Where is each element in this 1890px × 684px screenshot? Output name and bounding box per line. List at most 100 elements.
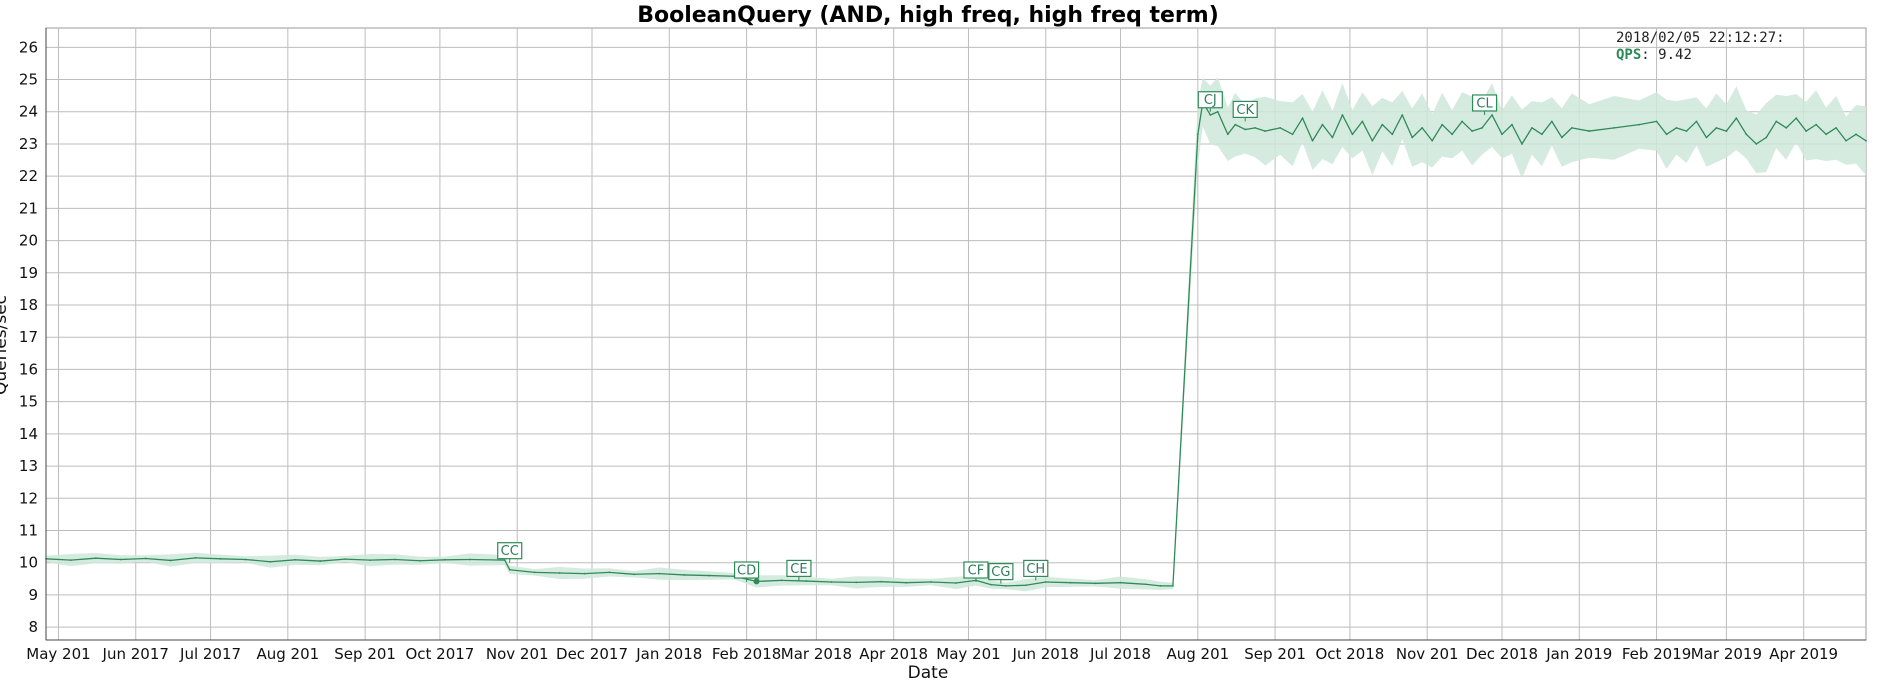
series-line-segment	[1551, 121, 1563, 138]
series-line-segment	[1531, 127, 1543, 135]
y-tick-label: 10	[19, 554, 38, 572]
legend-timestamp: 2018/02/05 22:12:27:	[1616, 30, 1785, 46]
series-line-segment	[1705, 127, 1717, 138]
series-point	[1004, 584, 1007, 587]
series-line-segment	[931, 581, 957, 584]
series-line-segment	[1411, 127, 1423, 138]
series-point	[1044, 581, 1047, 583]
series-line-segment	[684, 574, 710, 577]
series-point	[855, 581, 858, 584]
x-tick-label: Jun 2017	[102, 645, 169, 663]
annotation-box	[497, 542, 523, 560]
legend-separator: :	[1641, 47, 1659, 63]
series-line-segment	[1845, 133, 1857, 142]
series-line-segment	[1025, 581, 1046, 586]
series-point	[1471, 130, 1473, 132]
series-line-segment	[634, 572, 660, 575]
series-line-segment	[1321, 124, 1333, 138]
x-tick-label: Aug 201	[1166, 645, 1229, 663]
series-point	[608, 571, 611, 574]
series-point	[1785, 126, 1788, 129]
series-line-segment	[1265, 127, 1281, 132]
series-line-segment	[1120, 582, 1146, 585]
series-line-segment	[1461, 120, 1473, 132]
x-tick-label: Jan 2019	[1545, 645, 1612, 663]
series-point	[1226, 133, 1229, 136]
y-axis-label: Queries/sec	[0, 295, 11, 395]
series-point	[558, 572, 561, 574]
series-point	[1172, 584, 1174, 587]
series-line-segment	[1371, 124, 1383, 142]
series-line-segment	[1301, 117, 1314, 141]
series-line-segment	[975, 579, 992, 586]
annotation-flag: CK	[1232, 100, 1258, 122]
y-tick-label: 8	[28, 618, 38, 636]
series-point	[1795, 117, 1798, 120]
annotation-flag: CJ	[1197, 91, 1223, 112]
y-tick-label: 13	[19, 457, 38, 475]
series-point	[1715, 126, 1718, 129]
series-line-segment	[245, 558, 271, 563]
series-line-segment	[881, 581, 907, 584]
series-line-segment	[1589, 127, 1615, 132]
annotation-flag: CG	[988, 563, 1014, 584]
annotation-label: CJ	[1204, 93, 1217, 108]
series-point	[1491, 114, 1493, 116]
y-axis-ticks: 8 9 10 11 12 13 14 15 16 17 18 19 20 21 22 23 24 25 26	[19, 38, 38, 636]
annotation-label: CF	[968, 564, 985, 579]
series-line-segment	[1421, 127, 1433, 142]
series-line-segment	[955, 579, 977, 584]
x-axis-ticks: May 201 Jun 2017 Jul 2017 Aug 201 Sep 201 Oct…	[26, 645, 1838, 663]
series-lines	[45, 101, 1867, 587]
series-point	[1855, 133, 1857, 136]
series-point	[1421, 126, 1424, 129]
series-point	[1835, 126, 1837, 129]
series-point	[805, 580, 808, 582]
series-point	[244, 558, 247, 561]
x-tick-label: Nov 201	[486, 645, 549, 663]
series-point	[1411, 136, 1414, 139]
y-tick-label: 17	[19, 328, 38, 346]
series-line-segment	[1765, 121, 1777, 138]
annotation-box	[1471, 94, 1498, 112]
series-point	[905, 581, 908, 584]
annotation-flag: CC	[497, 542, 523, 563]
y-tick-label: 22	[19, 167, 38, 185]
series-line-segment	[1481, 114, 1493, 129]
series-point	[1755, 143, 1758, 145]
y-tick-label: 15	[19, 393, 38, 411]
series-line-segment	[1656, 121, 1668, 135]
series-point	[419, 559, 421, 562]
series-point	[708, 574, 711, 577]
series-point	[194, 556, 197, 559]
series-line-segment	[659, 572, 685, 576]
series-point	[444, 558, 446, 561]
annotation-label: CH	[1026, 562, 1045, 577]
series-point	[1695, 120, 1698, 123]
series-point	[1765, 136, 1768, 139]
x-tick-label: Feb 2019	[1622, 645, 1692, 663]
series-line-segment	[295, 559, 321, 562]
series-line-segment	[1614, 123, 1640, 129]
series-point	[780, 579, 783, 582]
annotation-box	[963, 561, 989, 579]
series-point	[294, 558, 297, 561]
legend-value: 9.42	[1658, 47, 1692, 63]
x-tick-label: Jul 2018	[1089, 645, 1151, 663]
series-line-segment	[170, 557, 196, 562]
series-point	[1069, 581, 1072, 584]
series-line-segment	[1172, 134, 1199, 586]
series-point	[1735, 117, 1738, 120]
series-point	[1331, 136, 1334, 139]
series-point	[955, 582, 957, 584]
series-line-segment	[906, 581, 932, 584]
series-line-segment	[1716, 127, 1727, 132]
series-point	[1321, 123, 1324, 126]
annotation-flag: CH	[1023, 559, 1049, 581]
annotation-label: CC	[501, 544, 519, 559]
series-line-segment	[504, 559, 511, 571]
series-line-segment	[1045, 581, 1071, 584]
series-point	[880, 580, 883, 583]
series-point	[1531, 126, 1533, 129]
